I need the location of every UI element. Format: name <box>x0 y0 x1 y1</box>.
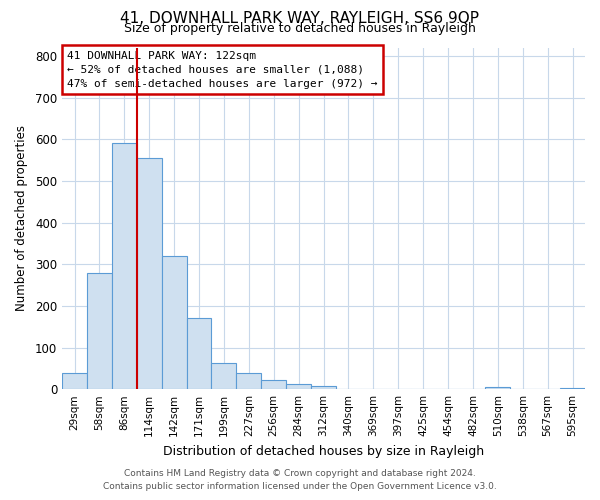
Bar <box>211 363 236 389</box>
X-axis label: Distribution of detached houses by size in Rayleigh: Distribution of detached houses by size … <box>163 444 484 458</box>
Bar <box>311 386 336 389</box>
Bar <box>187 318 211 389</box>
Bar <box>62 374 87 389</box>
Text: 41, DOWNHALL PARK WAY, RAYLEIGH, SS6 9QP: 41, DOWNHALL PARK WAY, RAYLEIGH, SS6 9QP <box>121 11 479 26</box>
Bar <box>261 380 286 389</box>
Bar <box>236 374 261 389</box>
Y-axis label: Number of detached properties: Number of detached properties <box>15 126 28 312</box>
Text: 41 DOWNHALL PARK WAY: 122sqm
← 52% of detached houses are smaller (1,088)
47% of: 41 DOWNHALL PARK WAY: 122sqm ← 52% of de… <box>67 51 378 89</box>
Bar <box>485 387 510 389</box>
Bar <box>137 158 161 389</box>
Bar <box>112 142 137 389</box>
Bar <box>87 274 112 389</box>
Bar <box>161 256 187 389</box>
Bar <box>286 384 311 389</box>
Text: Size of property relative to detached houses in Rayleigh: Size of property relative to detached ho… <box>124 22 476 35</box>
Text: Contains HM Land Registry data © Crown copyright and database right 2024.
Contai: Contains HM Land Registry data © Crown c… <box>103 470 497 491</box>
Bar <box>560 388 585 389</box>
